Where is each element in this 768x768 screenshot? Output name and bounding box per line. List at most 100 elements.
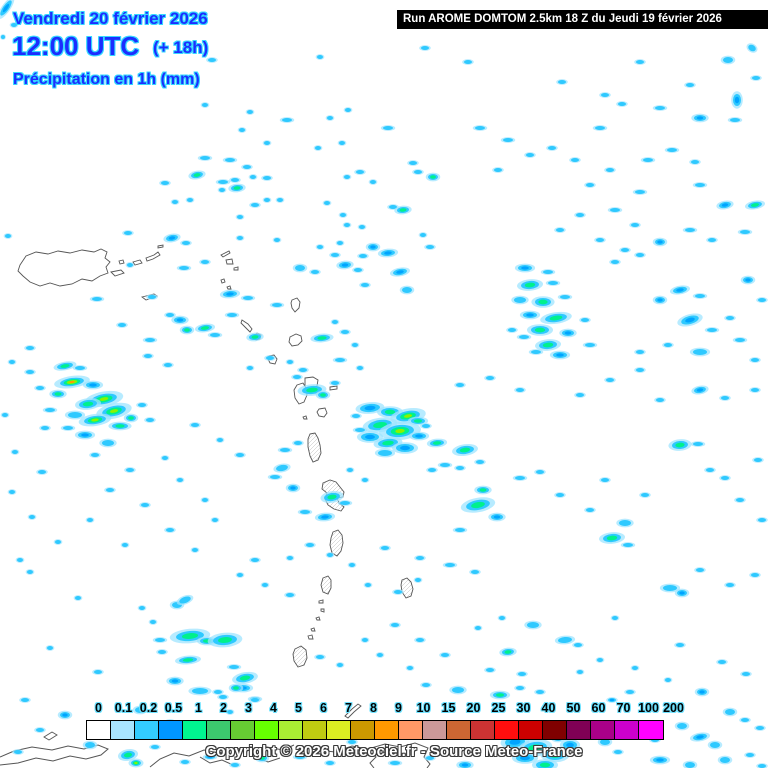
- precip-blob: [197, 155, 213, 161]
- precip-blob: [224, 312, 240, 318]
- precip-blob: [652, 237, 668, 247]
- precip-blob: [734, 497, 746, 503]
- precip-blob: [524, 152, 536, 158]
- precip-blob: [260, 582, 270, 588]
- precip-blob: [123, 413, 139, 423]
- precip-blob: [584, 507, 596, 513]
- precip-blob: [0, 0, 15, 19]
- precip-blob: [116, 322, 128, 328]
- precip-blob: [73, 595, 83, 601]
- precip-blob: [749, 387, 761, 393]
- precip-blob: [297, 509, 313, 515]
- precip-blob: [164, 527, 176, 533]
- precip-blob: [462, 59, 474, 65]
- legend-cell-0.5: [159, 721, 183, 739]
- legend-label-9: 9: [395, 701, 402, 715]
- precip-blob: [360, 637, 370, 643]
- precip-blob: [377, 248, 399, 258]
- island-bequia: [318, 599, 324, 604]
- island-barbados: [400, 577, 414, 599]
- precip-blob: [171, 315, 189, 325]
- precip-blob: [649, 755, 671, 765]
- precip-blob: [64, 410, 86, 420]
- precip-blob: [368, 179, 378, 185]
- precip-blob: [279, 117, 295, 123]
- precip-blob: [499, 647, 517, 657]
- date-label: Vendredi 20 février 2026: [13, 9, 208, 28]
- legend-cell-6: [303, 721, 327, 739]
- precip-blob: [345, 467, 355, 473]
- precip-blob: [724, 315, 736, 321]
- precip-blob: [57, 710, 73, 720]
- precip-blob: [659, 583, 681, 593]
- precip-blob: [399, 285, 415, 295]
- precip-blob: [163, 233, 181, 243]
- precip-blob: [291, 374, 303, 380]
- precip-blob: [472, 125, 488, 131]
- precip-blob: [749, 357, 761, 363]
- precip-blob: [540, 747, 570, 763]
- precip-blob: [200, 497, 210, 503]
- legend-cell-40: [519, 721, 543, 739]
- precip-blob: [756, 763, 768, 768]
- precip-blob: [616, 101, 628, 107]
- legend-cell-0: [87, 721, 111, 739]
- precip-blob: [424, 755, 436, 761]
- precip-blob: [49, 389, 67, 399]
- legend-label-100: 100: [638, 701, 659, 715]
- precip-blob: [737, 229, 753, 235]
- precip-blob: [469, 569, 481, 575]
- legend-label-0: 0: [95, 701, 102, 715]
- legend-label-70: 70: [616, 701, 631, 715]
- precip-blob: [662, 342, 674, 348]
- forecast-offset-label: (+ 18h): [153, 38, 209, 57]
- precip-blob: [42, 407, 58, 413]
- precip-blob: [452, 443, 478, 457]
- precip-blob: [347, 562, 357, 568]
- precip-blob: [549, 350, 571, 360]
- precip-blob: [752, 457, 764, 463]
- legend-value-labels: 0 0.1 0.2 0.5 1 2 3 4 5 6 7 8 9 10 15 20 25 30 40 50 60 70 100…: [0, 701, 768, 717]
- precip-blob: [9, 22, 19, 28]
- island-st-martin: [225, 258, 234, 265]
- legend-cell-0.1: [111, 721, 135, 739]
- precip-blob: [246, 332, 264, 342]
- precip-blob: [264, 355, 276, 361]
- precip-blob: [315, 54, 325, 60]
- precip-blob: [682, 227, 698, 233]
- precip-blob: [632, 189, 648, 195]
- precip-blob: [717, 755, 733, 765]
- legend-label-2: 2: [220, 701, 227, 715]
- precip-blob: [354, 169, 366, 175]
- island-carriacou: [307, 634, 314, 640]
- legend-cell-10: [399, 721, 423, 739]
- precip-blob: [188, 686, 212, 696]
- precip-blob: [357, 253, 369, 259]
- precip-blob: [540, 269, 556, 275]
- precip-blob: [315, 244, 325, 250]
- precip-blob: [146, 294, 158, 300]
- precip-blob: [707, 740, 723, 750]
- precip-blob: [582, 342, 598, 348]
- precip-blob: [24, 345, 36, 351]
- precip-blob: [454, 465, 466, 471]
- precip-blob: [249, 202, 261, 208]
- precip-blob: [744, 752, 756, 758]
- copyright-label: Copyright © 2026 Meteociel.fr - Source M…: [205, 743, 583, 760]
- precip-blob: [619, 247, 631, 253]
- legend-label-8: 8: [370, 701, 377, 715]
- precip-blob: [34, 385, 46, 391]
- precip-blob: [360, 477, 370, 483]
- island-antigua: [288, 333, 303, 347]
- legend-label-0.5: 0.5: [164, 701, 183, 715]
- precip-blob: [484, 667, 496, 673]
- precip-blob: [337, 500, 353, 506]
- precip-blob: [254, 753, 270, 763]
- precip-blob: [269, 302, 285, 308]
- island-tobago: [344, 703, 362, 719]
- legend-cell-200: [639, 721, 663, 739]
- precip-blob: [375, 652, 385, 658]
- precip-blob: [179, 759, 191, 765]
- precip-blob: [392, 589, 404, 595]
